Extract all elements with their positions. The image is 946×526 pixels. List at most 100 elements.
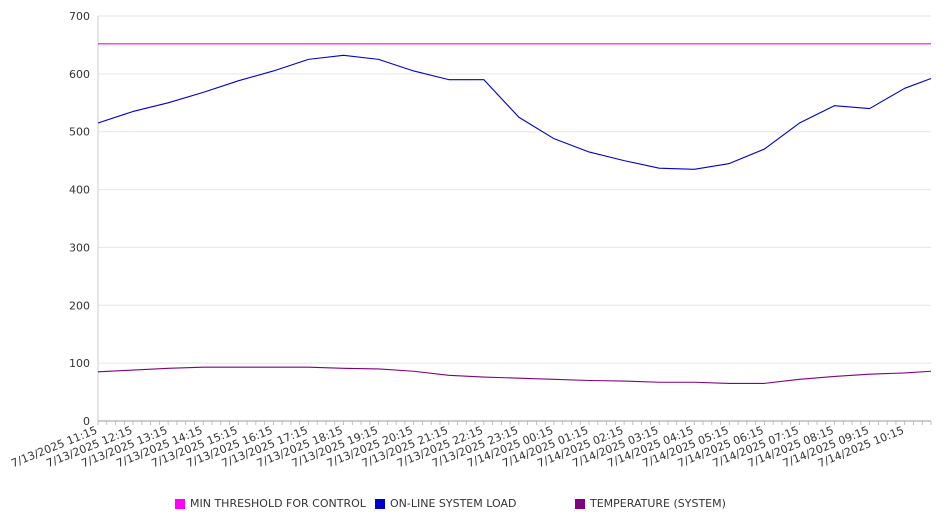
data-point-system-load-17 (693, 168, 696, 171)
data-point-system-load-5 (272, 69, 275, 72)
data-point-temperature-6 (307, 366, 310, 369)
series-line-temperature (97, 366, 932, 384)
y-axis-ticks: 0 100 200 300 400 500 600 700 (69, 10, 90, 428)
data-point-system-load-4 (237, 79, 240, 82)
data-point-temperature-21 (833, 375, 836, 378)
data-point-system-load-12 (517, 116, 520, 119)
data-point-min-threshold-21 (833, 42, 836, 45)
axes (97, 16, 932, 425)
data-point-min-threshold-17 (693, 42, 696, 45)
data-point-system-load-2 (167, 101, 170, 104)
legend-label-system-load: ON-LINE SYSTEM LOAD (390, 497, 517, 510)
data-point-min-threshold-13 (552, 42, 555, 45)
data-point-system-load-23 (903, 87, 906, 90)
series-min-threshold (97, 42, 933, 45)
data-point-temperature-18 (728, 382, 731, 385)
legend-swatch-min-threshold (175, 498, 185, 509)
x-axis-ticks: 7/13/2025 11:157/13/2025 12:157/13/2025 … (9, 424, 906, 470)
data-point-system-load-7 (342, 54, 345, 57)
data-point-system-load-16 (658, 167, 661, 170)
y-tick-label-0: 0 (83, 415, 90, 428)
data-point-system-load-1 (132, 110, 135, 113)
data-point-system-load-11 (482, 78, 485, 81)
data-point-temperature-5 (272, 366, 275, 369)
data-point-temperature-22 (868, 373, 871, 376)
legend-label-min-threshold: MIN THRESHOLD FOR CONTROL (190, 497, 366, 510)
data-point-system-load-24 (930, 77, 933, 80)
data-point-temperature-8 (377, 367, 380, 370)
data-point-system-load-14 (588, 150, 591, 153)
data-point-min-threshold-12 (517, 42, 520, 45)
data-point-min-threshold-0 (97, 42, 100, 45)
series-system-load (97, 54, 933, 171)
data-point-min-threshold-4 (237, 42, 240, 45)
y-tick-label-6: 600 (69, 68, 90, 81)
data-point-temperature-16 (658, 381, 661, 384)
data-point-min-threshold-1 (132, 42, 135, 45)
data-point-system-load-20 (798, 122, 801, 125)
data-point-temperature-2 (167, 367, 170, 370)
data-point-min-threshold-18 (728, 42, 731, 45)
data-point-min-threshold-2 (167, 42, 170, 45)
data-point-system-load-18 (728, 162, 731, 165)
data-point-system-load-10 (447, 78, 450, 81)
y-tick-label-3: 300 (69, 241, 90, 254)
legend-swatch-temperature (575, 498, 585, 509)
data-point-system-load-8 (377, 58, 380, 61)
data-point-system-load-3 (202, 91, 205, 94)
data-point-min-threshold-19 (763, 42, 766, 45)
data-point-temperature-15 (623, 380, 626, 383)
data-point-temperature-3 (202, 366, 205, 369)
data-point-system-load-6 (307, 58, 310, 61)
legend-item-min-threshold[interactable]: MIN THRESHOLD FOR CONTROL (175, 497, 366, 510)
data-point-temperature-1 (132, 369, 135, 372)
data-point-temperature-14 (588, 379, 591, 382)
data-point-temperature-17 (693, 381, 696, 384)
data-point-min-threshold-16 (658, 42, 661, 45)
data-point-temperature-0 (97, 370, 100, 373)
series-lines (97, 42, 933, 385)
data-point-min-threshold-24 (930, 42, 933, 45)
data-point-min-threshold-3 (202, 42, 205, 45)
data-point-temperature-11 (482, 376, 485, 379)
grid-lines (98, 15, 931, 422)
data-point-temperature-19 (763, 382, 766, 385)
data-point-min-threshold-7 (342, 42, 345, 45)
data-point-min-threshold-5 (272, 42, 275, 45)
data-point-system-load-21 (833, 104, 836, 107)
x-axis-minor-ticks (97, 421, 932, 425)
data-point-min-threshold-14 (588, 42, 591, 45)
data-point-system-load-9 (412, 69, 415, 72)
legend-swatch-system-load (375, 498, 385, 509)
data-point-min-threshold-23 (903, 42, 906, 45)
data-point-temperature-12 (517, 377, 520, 380)
data-point-temperature-4 (237, 366, 240, 369)
data-point-temperature-23 (903, 371, 906, 374)
data-point-system-load-0 (97, 122, 100, 125)
data-point-min-threshold-8 (377, 42, 380, 45)
data-point-temperature-7 (342, 367, 345, 370)
legend-item-temperature[interactable]: TEMPERATURE (SYSTEM) (575, 497, 726, 510)
data-point-temperature-13 (552, 378, 555, 381)
data-point-system-load-15 (623, 159, 626, 162)
legend: MIN THRESHOLD FOR CONTROL ON-LINE SYSTEM… (0, 497, 946, 517)
series-line-system-load (97, 54, 932, 170)
data-point-min-threshold-15 (623, 42, 626, 45)
legend-item-system-load[interactable]: ON-LINE SYSTEM LOAD (375, 497, 516, 510)
data-point-temperature-9 (412, 370, 415, 373)
y-tick-label-4: 400 (69, 184, 90, 197)
data-point-system-load-19 (763, 148, 766, 151)
y-tick-label-1: 100 (69, 357, 90, 370)
data-point-min-threshold-6 (307, 42, 310, 45)
data-point-min-threshold-22 (868, 42, 871, 45)
y-tick-label-7: 700 (69, 10, 90, 23)
data-point-temperature-24 (930, 370, 933, 373)
data-point-temperature-20 (798, 378, 801, 381)
data-point-min-threshold-10 (447, 42, 450, 45)
data-point-system-load-22 (868, 107, 871, 110)
y-tick-label-5: 500 (69, 126, 90, 139)
legend-label-temperature: TEMPERATURE (SYSTEM) (590, 497, 726, 510)
data-point-min-threshold-20 (798, 42, 801, 45)
data-point-system-load-13 (552, 137, 555, 140)
